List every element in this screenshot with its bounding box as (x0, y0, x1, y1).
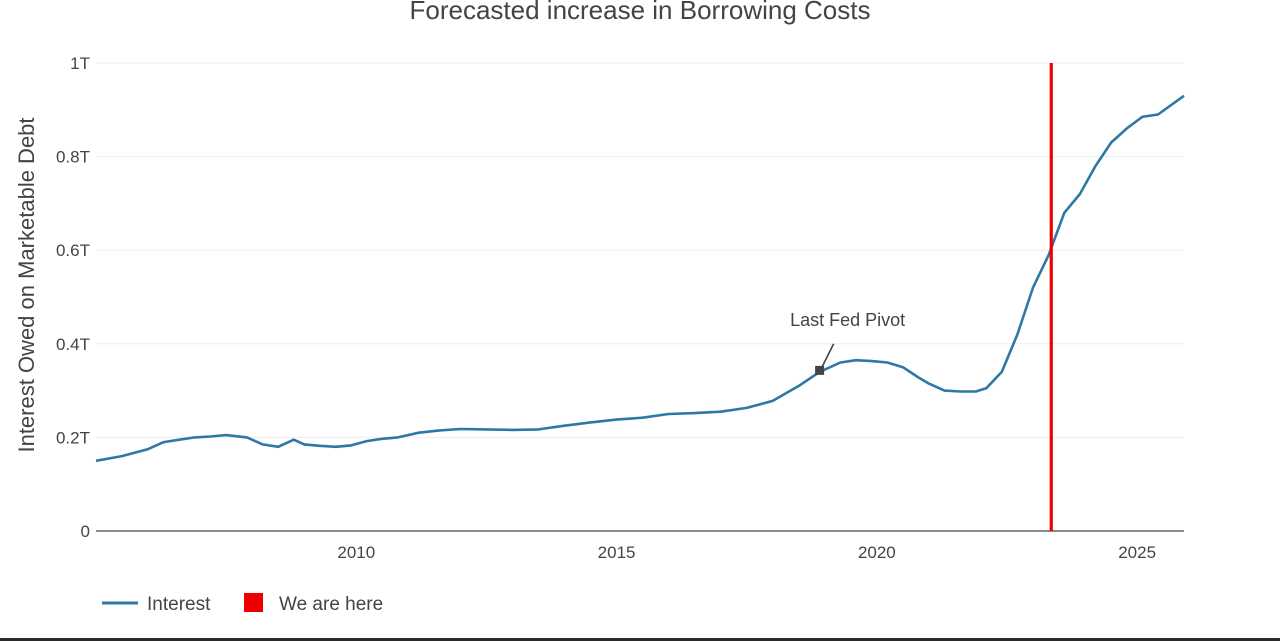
x-tick-label: 2025 (1118, 543, 1156, 562)
annotation-last-fed-pivot: Last Fed Pivot (790, 310, 905, 375)
x-tick-label: 2015 (598, 543, 636, 562)
annotation-arrowhead (815, 365, 825, 375)
x-tick-label: 2020 (858, 543, 896, 562)
y-tick-label: 1T (70, 54, 90, 73)
y-tick-label: 0 (81, 522, 90, 541)
y-tick-label: 0.8T (56, 148, 90, 167)
y-tick-label: 0.4T (56, 335, 90, 354)
legend-label-we-are-here[interactable]: We are here (279, 594, 383, 615)
x-axis-ticks: 2010 2015 2020 2025 (337, 543, 1156, 562)
bottom-border (0, 638, 1280, 641)
gridlines (96, 62, 1184, 438)
legend-swatch-we-are-here (244, 593, 263, 612)
y-axis-ticks: 0 0.2T 0.4T 0.6T 0.8T 1T (56, 54, 90, 541)
x-tick-label: 2010 (337, 543, 375, 562)
y-tick-label: 0.6T (56, 241, 90, 260)
chart-title: Forecasted increase in Borrowing Costs (410, 0, 871, 25)
legend-label-interest[interactable]: Interest (147, 594, 211, 615)
annotation-label: Last Fed Pivot (790, 310, 905, 330)
y-axis-label: Interest Owed on Marketable Debt (14, 117, 39, 452)
series-line-interest (95, 94, 1185, 463)
legend[interactable]: Interest We are here (102, 593, 383, 615)
y-tick-label: 0.2T (56, 428, 90, 447)
